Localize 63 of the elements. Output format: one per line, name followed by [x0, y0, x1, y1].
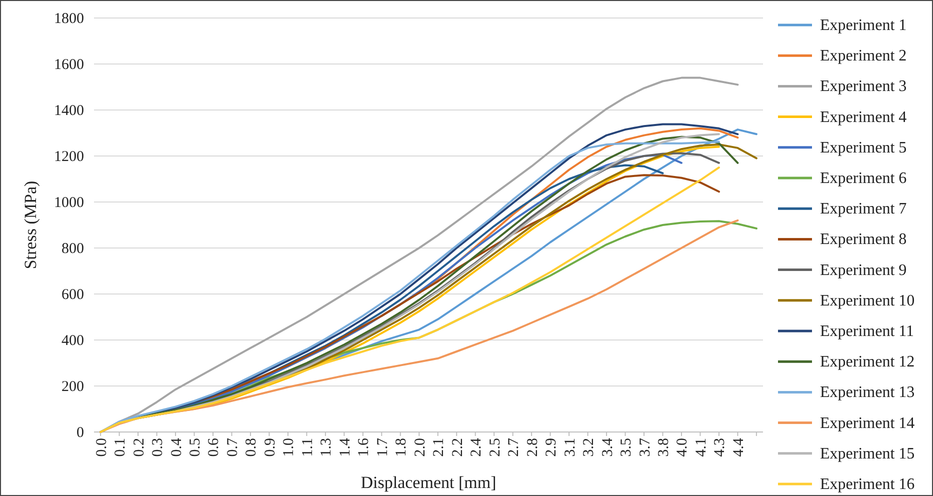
y-tick-label: 1200: [54, 148, 84, 165]
x-tick-label: 0.0: [94, 438, 110, 457]
x-tick-label: 0.3: [150, 438, 166, 457]
x-tick-label: 0.7: [224, 438, 241, 457]
legend-label: Experiment 9: [820, 262, 907, 279]
x-tick-label: 0.1: [112, 438, 129, 457]
x-tick-label: 0.4: [168, 438, 185, 457]
legend-label: Experiment 1: [820, 17, 907, 34]
y-axis-title: Stress (MPa): [21, 180, 40, 270]
legend-label: Experiment 2: [820, 48, 907, 65]
legend-label: Experiment 12: [820, 354, 915, 371]
legend-label: Experiment 5: [820, 139, 907, 156]
x-tick-label: 2.0: [412, 438, 428, 457]
legend-label: Experiment 14: [820, 414, 915, 432]
x-tick-label: 1.6: [356, 438, 372, 457]
x-tick-label: 0.5: [188, 438, 204, 457]
y-tick-label: 1800: [54, 10, 84, 27]
x-tick-label: 1.0: [281, 438, 298, 457]
y-tick-label: 200: [62, 378, 84, 395]
x-tick-label: 1.4: [337, 438, 354, 457]
x-tick-label: 0.2: [131, 438, 148, 457]
x-axis-title: Displacement [mm]: [360, 473, 496, 492]
x-tick-label: 2.7: [506, 438, 522, 457]
legend-label: Experiment 4: [820, 108, 907, 126]
legend-label: Experiment 15: [820, 445, 915, 462]
y-tick-label: 400: [62, 332, 84, 349]
x-tick-label: 2.9: [544, 438, 560, 457]
x-tick-label: 2.2: [450, 438, 466, 457]
legend-label: Experiment 10: [820, 292, 915, 310]
x-tick-label: 4.0: [674, 438, 691, 457]
x-tick-label: 3.5: [618, 438, 635, 457]
legend-label: Experiment 13: [820, 384, 915, 402]
x-tick-label: 2.8: [524, 438, 541, 457]
y-tick-label: 1600: [54, 56, 84, 73]
legend-label: Experiment 7: [820, 200, 907, 218]
x-tick-label: 3.7: [637, 438, 654, 457]
x-tick-label: 0.6: [206, 438, 222, 457]
y-tick-label: 600: [62, 286, 84, 303]
legend-label: Experiment 6: [820, 170, 907, 187]
x-tick-label: 4.3: [712, 438, 728, 457]
y-tick-label: 1400: [54, 102, 84, 119]
x-tick-label: 4.1: [693, 438, 710, 457]
x-tick-label: 3.8: [656, 438, 672, 457]
x-tick-label: 0.8: [244, 438, 260, 457]
x-tick-label: 1.8: [394, 438, 410, 457]
y-tick-label: 1000: [54, 194, 84, 211]
x-tick-label: 4.4: [730, 438, 747, 457]
x-tick-label: 2.4: [468, 438, 485, 457]
legend-label: Experiment 3: [820, 78, 907, 96]
y-tick-label: 0: [76, 424, 84, 441]
x-tick-label: 3.4: [600, 438, 616, 457]
y-tick-label: 800: [62, 240, 84, 257]
x-tick-label: 0.9: [262, 438, 278, 457]
legend-label: Experiment 16: [820, 476, 915, 493]
x-tick-label: 1.7: [374, 438, 391, 457]
x-tick-label: 2.1: [431, 438, 448, 457]
x-tick-label: 1.3: [318, 438, 335, 457]
legend-label: Experiment 8: [820, 231, 907, 248]
x-tick-label: 3.2: [581, 438, 598, 457]
x-tick-label: 2.5: [487, 438, 504, 457]
x-tick-label: 3.1: [562, 438, 578, 457]
legend-label: Experiment 11: [820, 323, 914, 340]
x-tick-label: 1.1: [300, 438, 316, 457]
